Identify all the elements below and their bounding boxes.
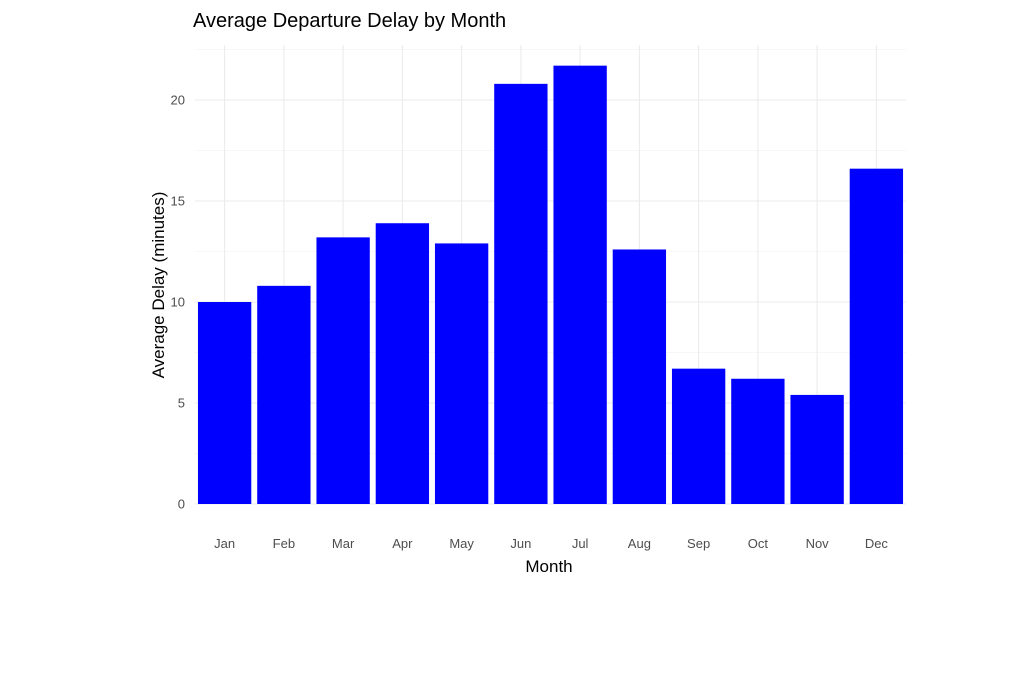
x-tick-label: Jan [214,536,235,551]
chart-title: Average Departure Delay by Month [193,10,506,32]
x-tick-label: Jul [572,536,589,551]
bar-sep [671,368,726,504]
bar-oct [731,378,785,504]
y-tick-label: 15 [171,194,185,209]
bar-jun [494,83,548,504]
bar-apr [375,223,430,504]
x-tick-label: Oct [748,536,769,551]
x-tick-label: Jun [510,536,531,551]
bar-feb [257,285,311,504]
bar-aug [612,249,667,504]
x-tick-label: Dec [865,536,889,551]
x-tick-label: May [449,536,474,551]
x-tick-label: Nov [806,536,830,551]
y-tick-label: 5 [178,396,185,411]
x-tick-label: Sep [687,536,710,551]
bar-mar [316,237,370,505]
x-tick-label: Feb [273,536,295,551]
bar-jul [553,65,607,504]
y-axis-ticks: 0 5 10 15 20 [171,93,185,512]
bar-nov [790,394,844,504]
x-tick-label: Apr [392,536,413,551]
bars [197,65,904,505]
bar-may [434,243,489,505]
y-axis-title: Average Delay (minutes) [149,192,168,379]
x-axis-title: Month [525,557,572,576]
bar-dec [849,168,904,504]
bar-jan [197,302,252,504]
y-tick-label: 20 [171,93,185,108]
x-axis-ticks: Jan Feb Mar Apr May Jun Jul Aug Sep Oct Nov Dec [214,536,888,551]
x-tick-label: Aug [628,536,651,551]
y-tick-label: 0 [178,497,185,512]
y-tick-label: 10 [171,295,185,310]
x-tick-label: Mar [332,536,355,551]
